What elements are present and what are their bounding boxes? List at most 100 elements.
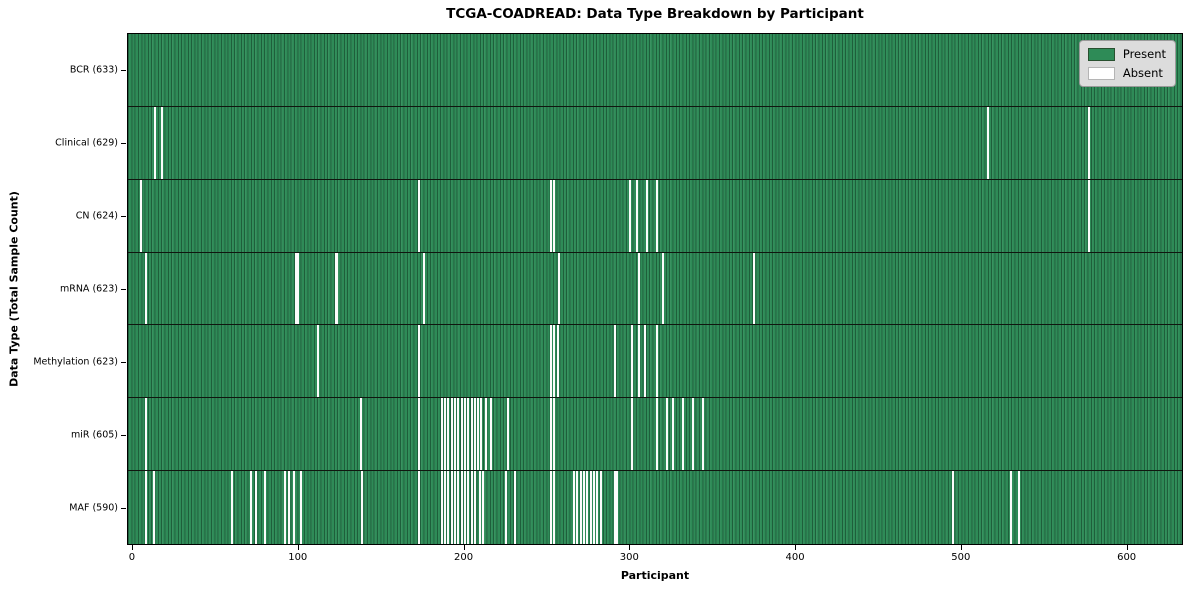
legend-entry-present: Present [1087,47,1166,61]
absent-stripe [1087,179,1090,252]
absent-stripe [230,471,233,544]
x-axis-label: Participant [620,569,690,582]
absent-stripe [614,471,617,544]
absent-stripe [144,398,147,471]
absent-stripe [293,471,296,544]
absent-stripe [576,471,579,544]
absent-stripe [549,471,552,544]
x-tick-label: 400 [785,552,805,563]
absent-stripe [506,398,509,471]
y-tick-label: miR (605) [70,429,118,441]
absent-stripe [480,398,483,471]
absent-stripe [334,252,337,325]
absent-stripe [144,471,147,544]
absent-stripe [644,325,647,398]
x-tick [629,545,631,550]
absent-stripe [263,471,266,544]
absent-stripe [482,471,485,544]
absent-stripe [447,471,450,544]
absent-stripe [490,398,493,471]
data-row-clinical [128,106,1182,180]
plot-area: Present Absent [127,33,1183,545]
absent-stripe [457,398,460,471]
absent-stripe [152,471,155,544]
absent-stripe [629,179,632,252]
absent-stripe [161,106,164,179]
data-row-cn [128,179,1182,253]
absent-stripe [457,471,460,544]
y-tick [121,289,126,290]
y-tick-label: Methylation (623) [33,356,118,368]
absent-stripe [144,252,147,325]
absent-stripe [952,471,954,544]
absent-stripe [637,252,640,325]
absent-stripe [665,398,668,471]
absent-stripe [682,398,685,471]
absent-stripe [440,471,443,544]
absent-stripe [553,179,556,252]
y-tick-label: Clinical (629) [55,137,118,149]
x-tick-label: 500 [951,552,971,563]
data-row-mrna [128,252,1182,326]
absent-stripe [556,325,559,398]
absent-stripe [589,471,592,544]
absent-stripe [592,471,595,544]
absent-stripe [422,252,425,325]
absent-stripe [753,252,756,325]
x-tick-label: 200 [453,552,474,563]
absent-stripe [616,471,619,544]
absent-stripe [250,471,253,544]
y-tick [121,215,126,217]
absent-stripe [662,252,665,325]
y-tick-label: MAF (590) [69,502,118,514]
absent-stripe [553,398,556,471]
absent-stripe [444,398,447,471]
absent-stripe [573,471,576,544]
data-row-maf [128,471,1182,544]
absent-stripe [1087,106,1090,179]
absent-stripe [463,471,466,544]
absent-stripe [655,325,658,398]
absent-stripe [553,325,556,398]
y-tick [121,142,126,144]
absent-stripe [300,471,303,544]
chart-title: TCGA-COADREAD: Data Type Breakdown by Pa… [446,6,864,22]
absent-stripe [139,179,142,252]
legend-entry-absent: Absent [1087,66,1166,80]
absent-stripe [463,398,466,471]
absent-stripe [283,471,286,544]
absent-stripe [583,471,586,544]
absent-stripe [470,471,473,544]
absent-stripe [631,325,633,398]
x-tick [795,545,797,550]
absent-stripe [440,398,443,471]
absent-stripe [447,398,450,471]
absent-stripe [473,398,476,471]
absent-stripe [485,398,488,471]
absent-stripe [1009,471,1012,544]
absent-stripe [1018,471,1021,544]
absent-stripe [692,398,695,471]
absent-stripe [655,179,658,252]
x-tick-label: 100 [288,552,308,563]
absent-stripe [702,398,705,471]
y-tick-label: BCR (633) [69,64,118,76]
absent-stripe [444,471,447,544]
absent-stripe [460,471,463,544]
data-row-bcr [128,34,1182,107]
present-swatch [1087,47,1115,61]
absent-stripe [296,252,299,325]
legend-label-absent: Absent [1122,66,1163,80]
absent-stripe [467,398,470,471]
absent-stripe [361,471,364,544]
y-tick [121,69,126,71]
absent-stripe [631,398,633,471]
x-tick-label: 300 [619,552,639,563]
y-tick-label: mRNA (623) [59,283,118,295]
data-row-mir [128,398,1182,472]
absent-swatch [1087,66,1115,80]
absent-stripe [288,471,291,544]
absent-stripe [417,398,420,471]
absent-stripe [417,325,420,398]
